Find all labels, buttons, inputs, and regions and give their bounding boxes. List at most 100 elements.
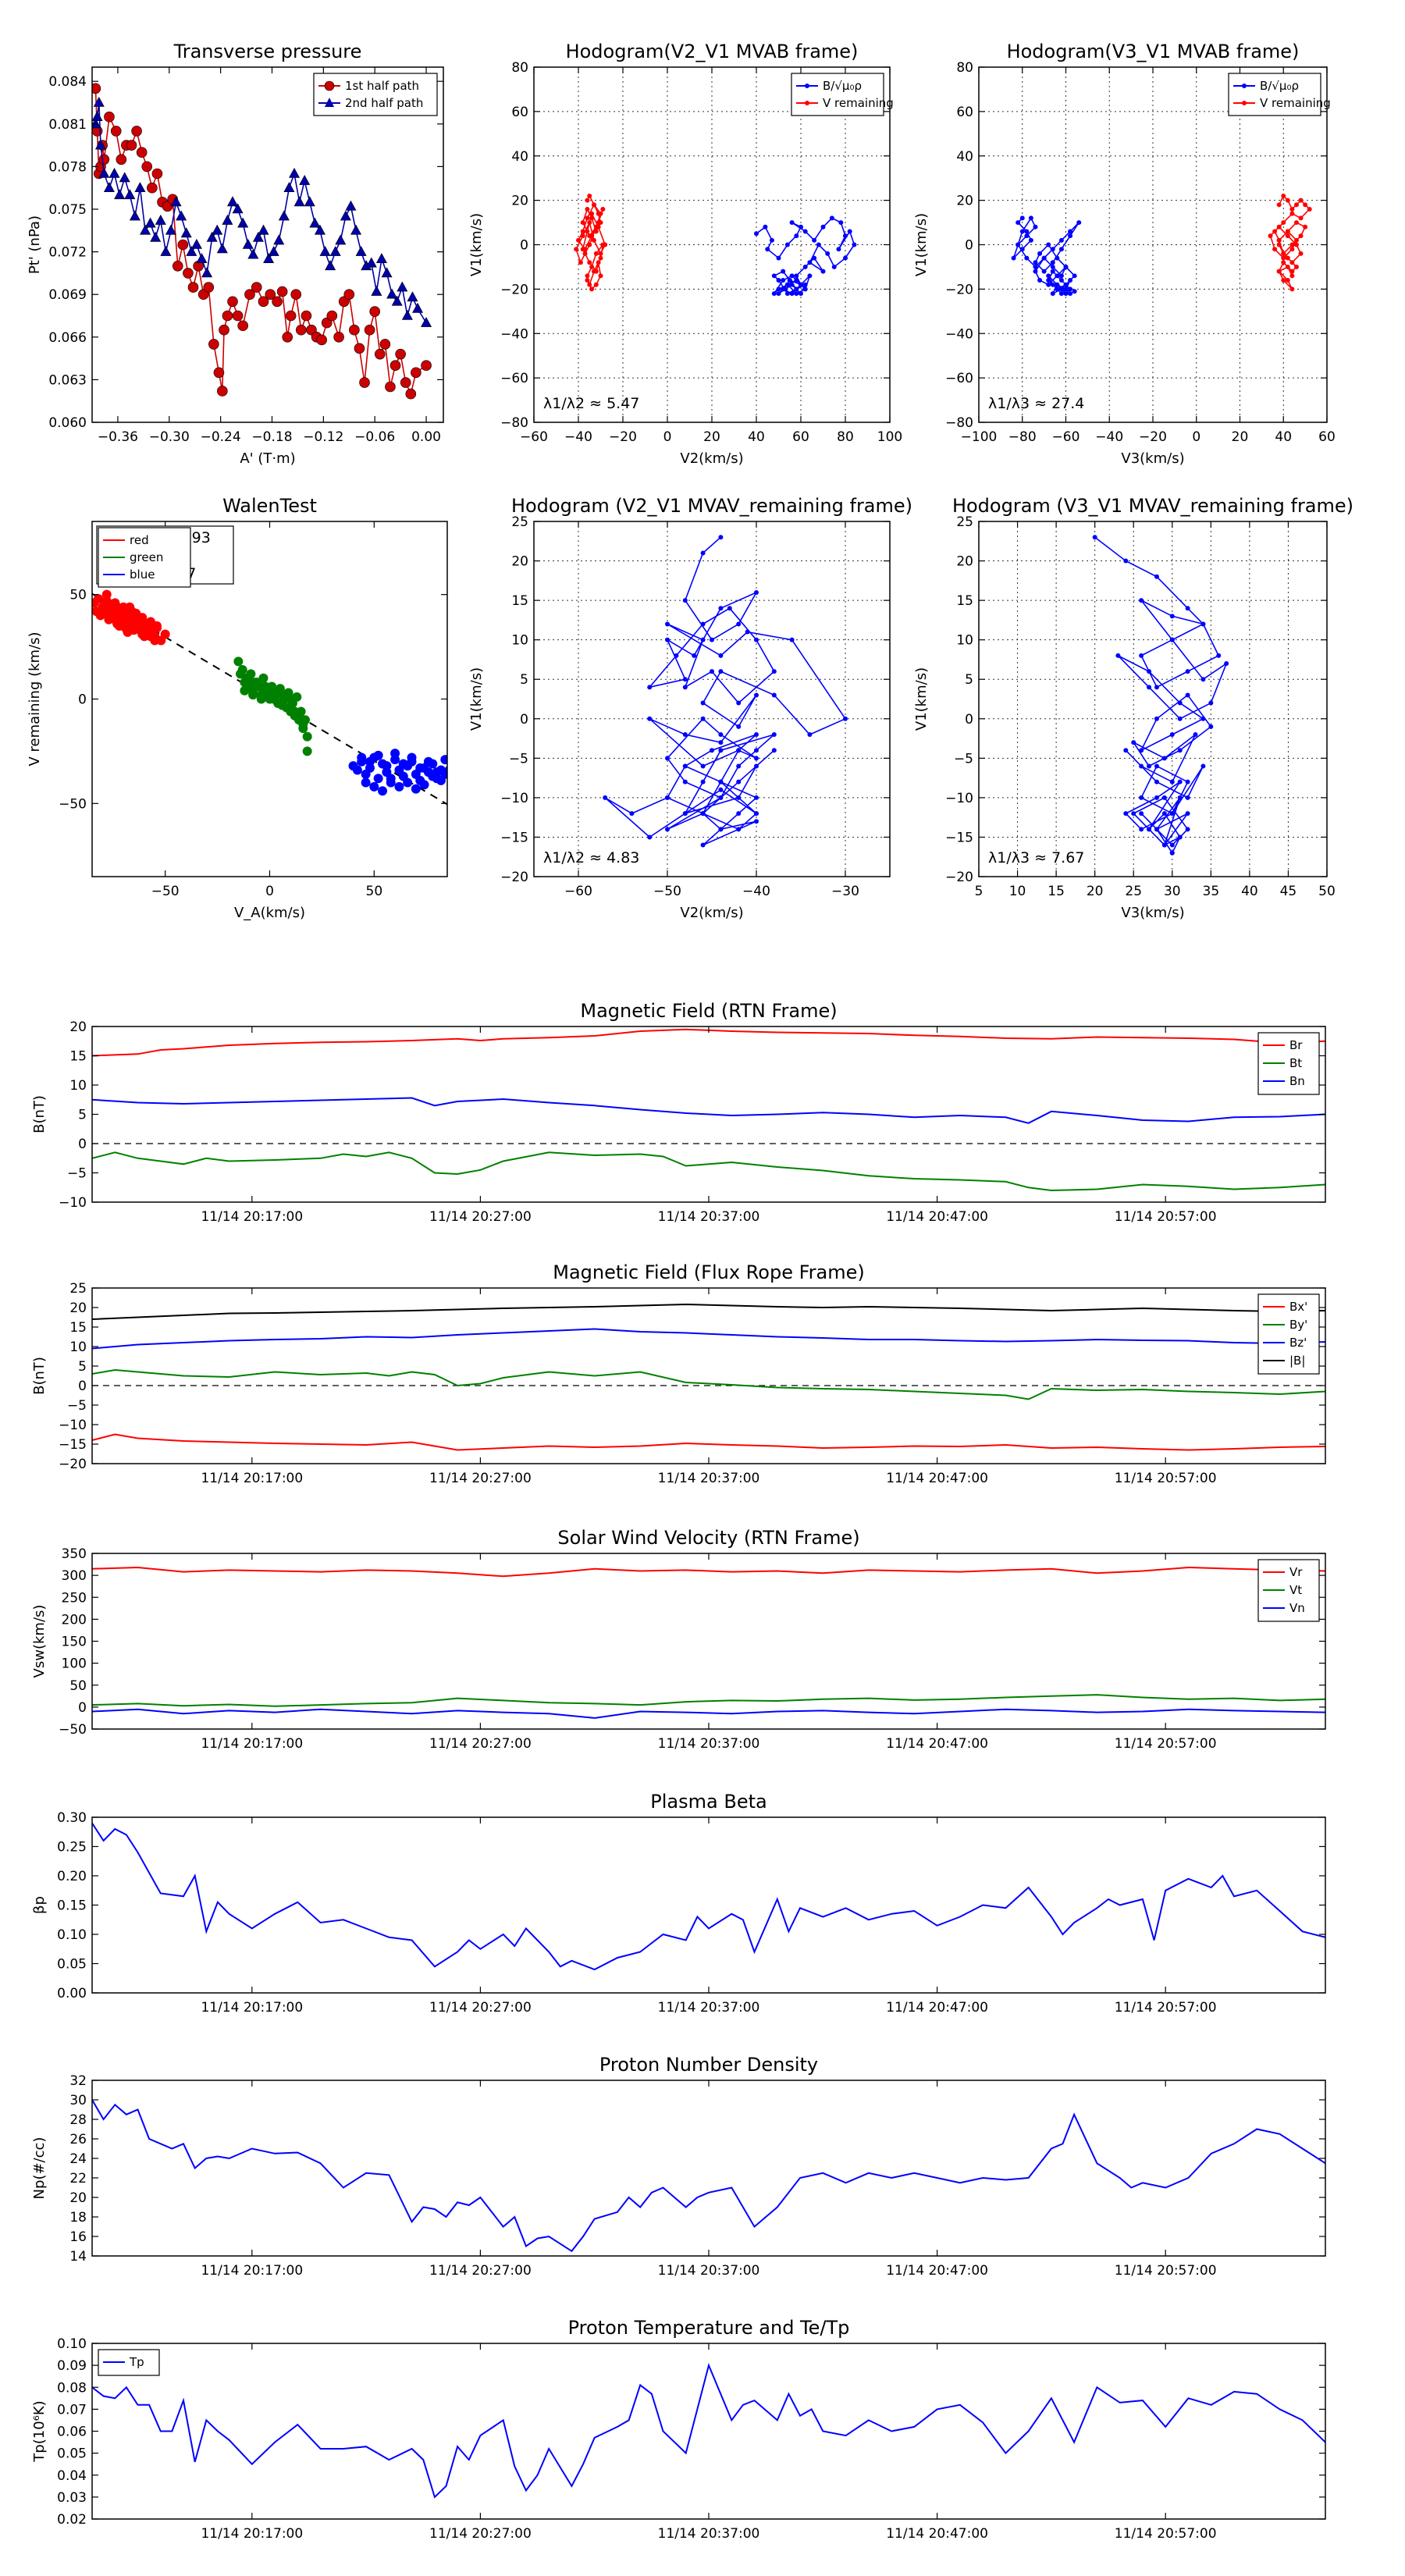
data-point — [92, 111, 103, 121]
data-point — [335, 234, 347, 245]
data-point — [589, 286, 595, 292]
data-point — [700, 811, 706, 817]
data-point — [373, 774, 383, 784]
data-point — [1281, 220, 1286, 226]
data-point — [119, 172, 130, 183]
y-tick-label: 22 — [69, 2171, 87, 2186]
data-point — [333, 331, 344, 343]
data-point — [1139, 763, 1144, 769]
data-point — [1169, 811, 1175, 817]
data-point — [736, 700, 742, 706]
data-point — [700, 700, 706, 706]
data-point — [585, 197, 590, 203]
data-point — [415, 763, 425, 773]
data-point — [1169, 842, 1175, 848]
x-tick-label: 11/14 20:57:00 — [1115, 2526, 1217, 2542]
data-point — [369, 781, 379, 792]
data-point — [776, 286, 781, 292]
y-tick-label: 15 — [69, 1049, 87, 1065]
y-tick-label: 10 — [69, 1340, 87, 1355]
data-point — [754, 748, 759, 753]
data-point — [263, 253, 275, 264]
data-point — [232, 310, 244, 322]
data-point — [589, 215, 595, 221]
y-tick-label: 350 — [62, 1546, 87, 1562]
data-point — [754, 732, 759, 737]
axes-frame — [91, 66, 444, 423]
data-point — [212, 224, 223, 235]
data-point — [754, 795, 759, 800]
data-point — [1289, 273, 1295, 279]
data-point — [258, 224, 269, 235]
series-bt — [92, 1151, 1325, 1192]
series-vn — [92, 1708, 1325, 1719]
data-point — [1276, 202, 1282, 208]
data-point — [1068, 291, 1073, 297]
data-point — [1154, 685, 1159, 690]
data-point — [1068, 229, 1073, 234]
data-point — [147, 182, 158, 194]
data-point — [1072, 289, 1077, 294]
data-point — [252, 231, 264, 242]
data-point — [1139, 748, 1144, 753]
data-point — [390, 749, 400, 759]
x-tick-label: 11/14 20:27:00 — [429, 2000, 532, 2016]
legend: red green blue — [98, 527, 191, 588]
data-point — [1169, 637, 1175, 642]
data-point — [1037, 251, 1043, 256]
legend-label: 1st half path — [345, 79, 419, 93]
data-point — [285, 310, 297, 322]
x-tick-label: 0 — [1192, 429, 1200, 445]
x-tick-label: −60 — [1052, 429, 1080, 445]
y-axis-label: V remaining (km/s) — [27, 632, 43, 766]
data-point — [789, 220, 795, 226]
y-tick-label: −20 — [945, 282, 973, 297]
x-tick-label: 11/14 20:37:00 — [658, 2000, 760, 2016]
data-point — [222, 310, 233, 322]
data-point — [718, 827, 724, 832]
y-tick-label: 300 — [62, 1568, 87, 1584]
data-point — [629, 811, 635, 817]
data-point — [1289, 211, 1295, 216]
eigenvalue-ratio-annotation: λ1/λ2 ≈ 5.47 — [543, 395, 639, 412]
y-tick-label: −5 — [954, 751, 973, 767]
x-tick-label: 0 — [265, 884, 274, 899]
x-tick-label: −50 — [653, 884, 681, 899]
y-tick-label: 14 — [69, 2249, 87, 2265]
data-point — [1123, 811, 1129, 817]
data-point — [277, 700, 287, 710]
y-axis-label: Pt' (nPa) — [27, 215, 43, 274]
data-point — [213, 367, 225, 379]
series-beta — [92, 1822, 1325, 1971]
data-point — [578, 260, 583, 265]
data-point — [302, 746, 312, 756]
x-tick-label: 11/14 20:57:00 — [1115, 1736, 1217, 1752]
data-point — [386, 288, 398, 299]
data-point — [385, 381, 396, 393]
data-point — [401, 309, 413, 320]
data-point — [1208, 724, 1214, 729]
x-tick-label: 11/14 20:27:00 — [429, 1736, 532, 1752]
data-point — [421, 360, 432, 372]
data-point — [261, 685, 271, 696]
data-point — [582, 251, 588, 256]
x-tick-label: 60 — [792, 429, 809, 445]
data-point — [718, 787, 724, 792]
legend-label: B/√μ₀ρ — [1260, 79, 1299, 93]
data-point — [843, 255, 848, 261]
data-point — [139, 632, 149, 642]
chart-title: Hodogram(V2_V1 MVAB frame) — [566, 41, 859, 62]
x-axis-label: V_A(km/s) — [234, 905, 305, 921]
y-tick-label: 100 — [62, 1656, 87, 1672]
data-point — [665, 827, 670, 832]
data-point — [587, 220, 592, 226]
x-tick-label: 11/14 20:37:00 — [658, 1736, 760, 1752]
y-tick-label: −40 — [945, 326, 973, 342]
series-line — [92, 2362, 1325, 2499]
data-point — [352, 765, 362, 775]
data-point — [647, 716, 653, 721]
data-point — [1063, 282, 1069, 287]
legend-marker — [1242, 84, 1247, 88]
data-point — [301, 310, 312, 322]
